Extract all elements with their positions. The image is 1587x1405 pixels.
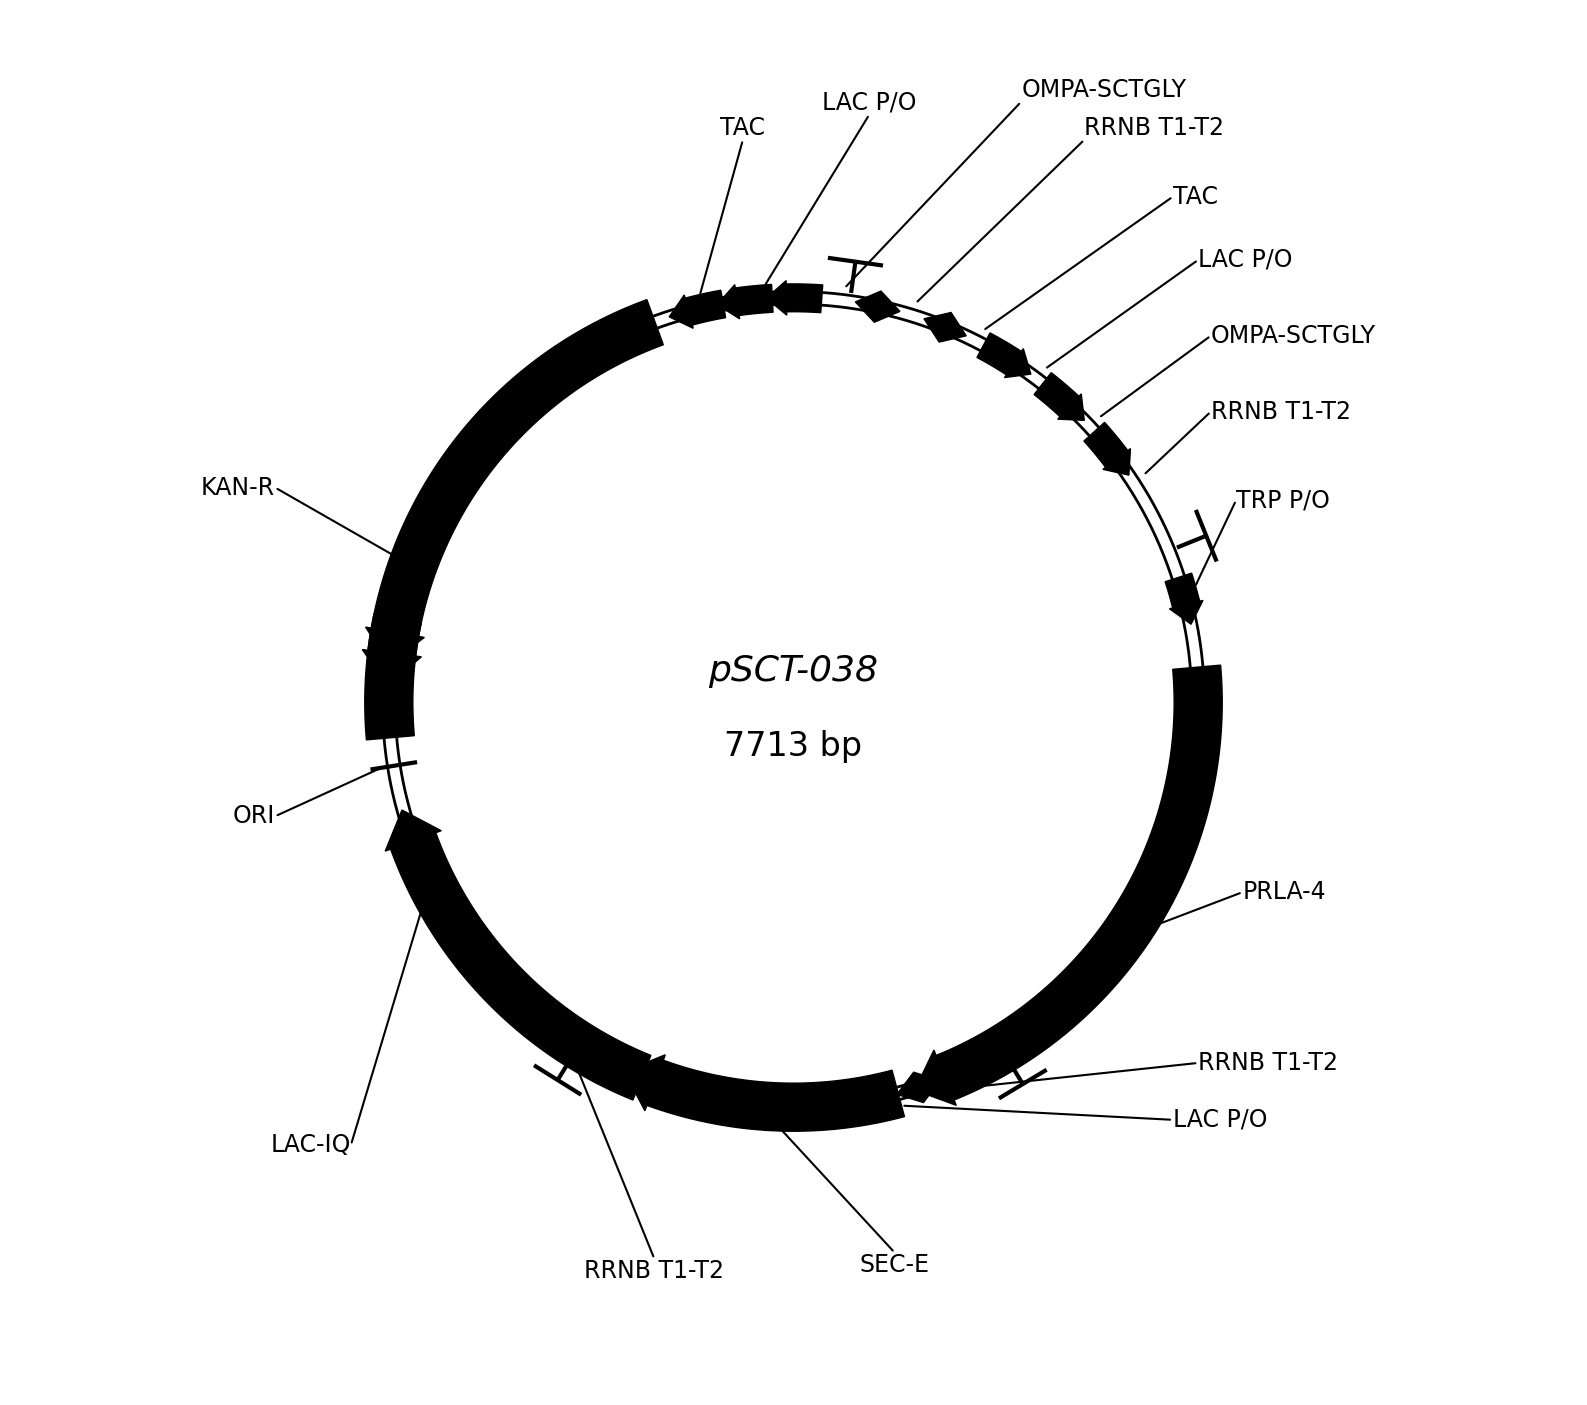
Text: RRNB T1-T2: RRNB T1-T2: [1211, 399, 1351, 424]
Text: OMPA-SCTGLY: OMPA-SCTGLY: [1211, 323, 1376, 348]
Polygon shape: [624, 1055, 665, 1111]
Polygon shape: [936, 665, 1222, 1100]
Text: ORI: ORI: [233, 804, 275, 829]
Text: LAC-IQ: LAC-IQ: [270, 1132, 351, 1158]
Polygon shape: [647, 1061, 905, 1131]
Text: pSCT-038: pSCT-038: [708, 653, 879, 688]
Polygon shape: [362, 649, 422, 686]
Polygon shape: [1170, 600, 1203, 624]
Polygon shape: [1005, 348, 1032, 378]
Polygon shape: [914, 1050, 957, 1106]
Text: LAC P/O: LAC P/O: [822, 90, 917, 114]
Polygon shape: [670, 295, 694, 329]
Text: SEC-E: SEC-E: [860, 1253, 930, 1277]
Polygon shape: [767, 281, 787, 315]
Polygon shape: [855, 291, 900, 322]
Polygon shape: [390, 833, 651, 1100]
Polygon shape: [924, 312, 966, 341]
Text: RRNB T1-T2: RRNB T1-T2: [1198, 1051, 1338, 1075]
Polygon shape: [735, 284, 773, 316]
Polygon shape: [686, 291, 725, 325]
Text: OMPA-SCTGLY: OMPA-SCTGLY: [1020, 77, 1185, 101]
Text: LAC P/O: LAC P/O: [1198, 247, 1293, 273]
Polygon shape: [897, 1072, 940, 1103]
Text: 7713 bp: 7713 bp: [724, 731, 863, 763]
Text: TAC: TAC: [720, 115, 765, 139]
Polygon shape: [1035, 372, 1079, 417]
Polygon shape: [849, 1085, 893, 1116]
Text: TRP P/O: TRP P/O: [1236, 488, 1330, 513]
Text: RRNB T1-T2: RRNB T1-T2: [584, 1259, 724, 1283]
Polygon shape: [365, 627, 424, 665]
Polygon shape: [368, 299, 663, 656]
Polygon shape: [365, 614, 421, 740]
Polygon shape: [1084, 423, 1128, 468]
Polygon shape: [786, 284, 822, 313]
Polygon shape: [386, 811, 441, 851]
Text: KAN-R: KAN-R: [202, 475, 275, 500]
Polygon shape: [1057, 393, 1084, 420]
Text: TAC: TAC: [1173, 184, 1217, 208]
Polygon shape: [1103, 448, 1130, 475]
Polygon shape: [1165, 573, 1200, 608]
Text: PRLA-4: PRLA-4: [1243, 880, 1327, 905]
Polygon shape: [978, 333, 1022, 375]
Polygon shape: [717, 285, 740, 319]
Text: LAC P/O: LAC P/O: [1173, 1107, 1268, 1132]
Text: RRNB T1-T2: RRNB T1-T2: [1084, 115, 1224, 139]
